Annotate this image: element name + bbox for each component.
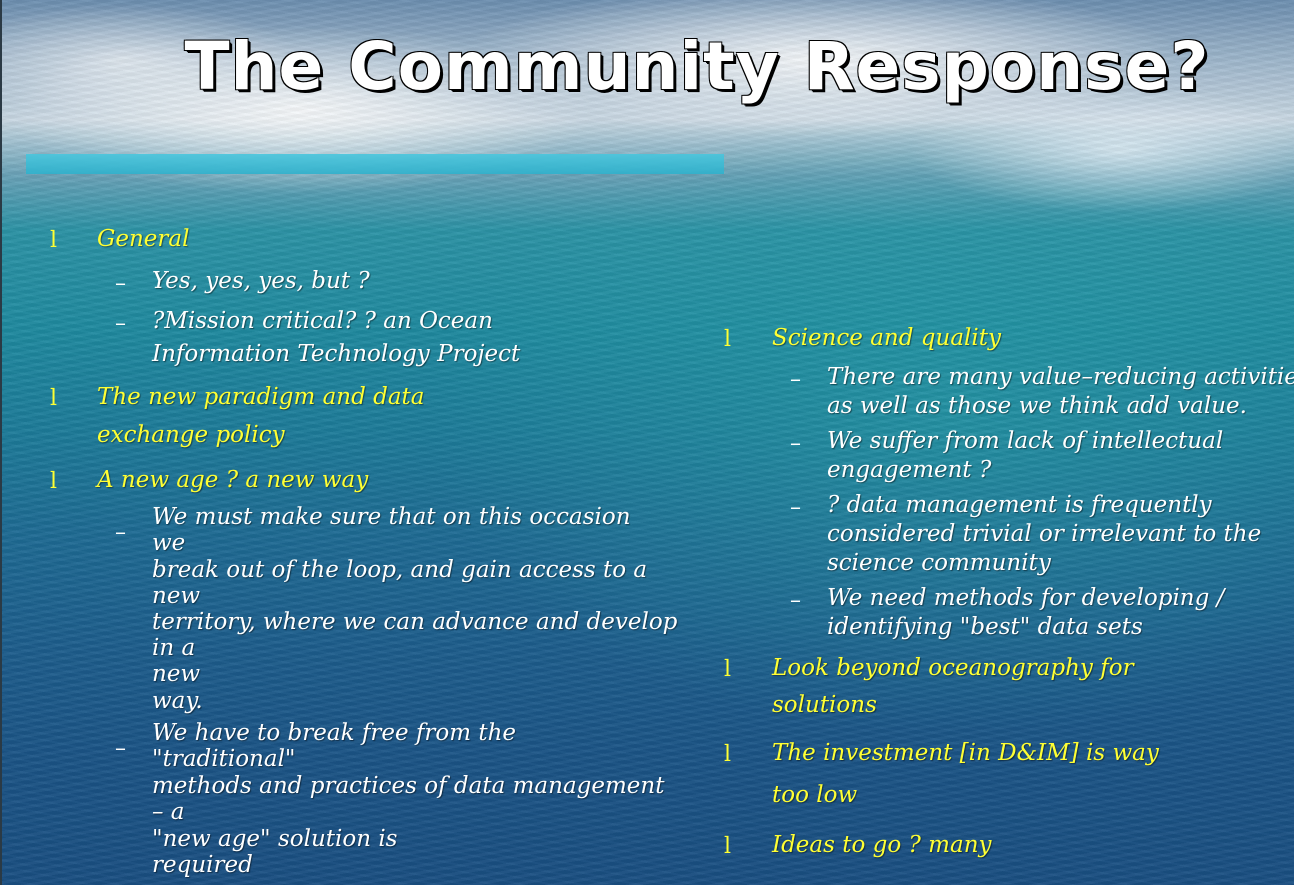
sub-loop-line7: new — [152, 661, 201, 687]
sub-mission-critical-line2: Information Technology Project — [152, 341, 521, 367]
slide-left-border — [0, 0, 2, 885]
sub-break-free-line6: required — [152, 852, 253, 878]
title-underline-bar — [26, 154, 724, 174]
sub-loop-line2: we — [152, 530, 186, 556]
bullet-investment-line1: The investment [in D&IM] is way — [772, 740, 1159, 766]
sub-break-free-line4: – a — [152, 799, 185, 825]
sub-mission-critical-line1: ?Mission critical? ? an Ocean — [152, 308, 493, 334]
sub-break-free-line5: "new age" solution is — [152, 826, 398, 852]
bullet-beyond-line2: solutions — [772, 692, 877, 718]
sub-loop-line4: new — [152, 583, 201, 609]
bullet-marker: l — [50, 386, 58, 411]
bullet-marker: l — [724, 742, 732, 767]
sub-break-free-line1: We have to break free from the — [152, 720, 517, 746]
bullet-science-quality: Science and quality — [772, 325, 1001, 351]
bullet-general: General — [97, 226, 190, 252]
sub-yes-but: Yes, yes, yes, but ? — [152, 268, 370, 294]
bullet-marker: l — [724, 834, 732, 859]
dash-marker: – — [115, 311, 126, 336]
bullet-paradigm-line1: The new paradigm and data — [97, 384, 425, 410]
sub-break-free-line2: "traditional" — [152, 746, 296, 772]
dash-marker: – — [115, 271, 126, 296]
bullet-marker: l — [50, 469, 58, 494]
sub-break-free-line3: methods and practices of data management — [152, 773, 665, 799]
dash-marker: – — [115, 520, 126, 545]
bullet-paradigm-line2: exchange policy — [97, 422, 285, 448]
sub-value-reducing-line2: as well as those we think add value. — [827, 393, 1247, 419]
sub-loop-line3: break out of the loop, and gain access t… — [152, 557, 648, 583]
sub-loop-line6: in a — [152, 635, 196, 661]
bullet-new-age: A new age ? a new way — [97, 467, 369, 493]
bullet-investment-line2: too low — [772, 782, 858, 808]
sub-data-management-line3: science community — [827, 550, 1051, 576]
dash-marker: – — [790, 431, 801, 456]
sub-data-management-line1: ? data management is frequently — [827, 492, 1212, 518]
bullet-marker: l — [724, 657, 732, 682]
sub-data-management-line2: considered trivial or irrelevant to the — [827, 521, 1262, 547]
sub-best-data-line1: We need methods for developing / — [827, 585, 1225, 611]
sub-engagement-line2: engagement ? — [827, 457, 992, 483]
sub-value-reducing-line1: There are many value–reducing activities — [827, 364, 1294, 390]
bullet-ideas: Ideas to go ? many — [772, 832, 992, 858]
dash-marker: – — [790, 367, 801, 392]
dash-marker: – — [790, 495, 801, 520]
bullet-marker: l — [724, 327, 732, 352]
bullet-marker: l — [50, 228, 58, 253]
dash-marker: – — [790, 588, 801, 613]
sub-best-data-line2: identifying "best" data sets — [827, 614, 1143, 640]
sub-loop-line1: We must make sure that on this occasion — [152, 504, 631, 530]
sub-loop-line5: territory, where we can advance and deve… — [152, 609, 678, 635]
slide-title: The Community Response? — [184, 28, 1210, 105]
sub-engagement-line1: We suffer from lack of intellectual — [827, 428, 1224, 454]
bullet-beyond-line1: Look beyond oceanography for — [772, 655, 1134, 681]
sub-loop-line8: way. — [152, 688, 203, 714]
dash-marker: – — [115, 736, 126, 761]
